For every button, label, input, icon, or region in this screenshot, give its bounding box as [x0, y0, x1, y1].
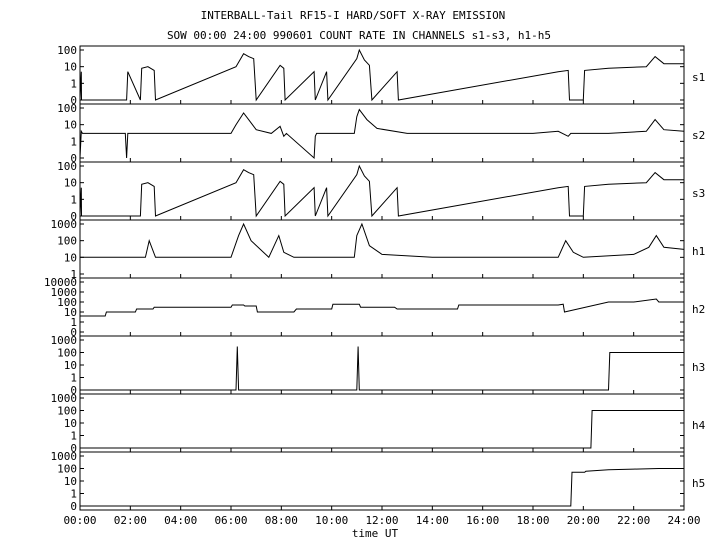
y-tick-label: 100 — [57, 405, 77, 418]
x-tick-label: 00:00 — [63, 514, 96, 527]
y-tick-label: 1 — [70, 77, 77, 90]
y-tick-label: 10 — [64, 119, 77, 132]
y-tick-label: 10 — [64, 251, 77, 264]
x-tick-label: 22:00 — [617, 514, 650, 527]
x-tick-label: 10:00 — [315, 514, 348, 527]
panel-frame — [79, 335, 685, 395]
y-tick-label: 10 — [64, 359, 77, 372]
series-line-s3 — [79, 164, 684, 218]
panels-group: 0110100s10110100s20110100s31101001000h10… — [44, 44, 706, 527]
series-line-h2 — [80, 298, 684, 317]
channel-label-s3: s3 — [692, 187, 705, 200]
series-line-s1 — [79, 48, 684, 102]
channel-label-h2: h2 — [692, 303, 705, 316]
channel-label-h1: h1 — [692, 245, 705, 258]
y-tick-label: 0 — [70, 210, 77, 223]
y-tick-label: 10 — [64, 417, 77, 430]
chart-subtitle: SOW 00:00 24:00 990601 COUNT RATE IN CHA… — [167, 29, 551, 42]
y-tick-label: 1000 — [51, 450, 78, 463]
y-tick-label: 1000 — [51, 218, 78, 231]
y-tick-label: 100 — [57, 347, 77, 360]
panel-s3: 0 1 10 100 s3 — [57, 160, 705, 223]
y-tick-label: 0 — [70, 500, 77, 513]
series-line-h3 — [80, 346, 684, 391]
chart-title: INTERBALL-Tail RF15-I HARD/SOFT X-RAY EM… — [201, 9, 506, 22]
x-tick-label: 08:00 — [265, 514, 298, 527]
x-axis-label: time UT — [352, 527, 399, 540]
y-tick-label: 0 — [70, 326, 77, 339]
y-tick-label: 1000 — [51, 392, 78, 405]
y-tick-label: 100 — [57, 44, 77, 57]
panel-s1: 0 1 10 100 s1 — [57, 44, 705, 107]
panel-frame — [79, 451, 685, 511]
y-tick-label: 10 — [64, 306, 77, 319]
y-tick-label: 10 — [64, 177, 77, 190]
x-tick-label: 18:00 — [516, 514, 549, 527]
y-tick-label: 100 — [57, 235, 77, 248]
y-tick-label: 1 — [70, 430, 77, 443]
y-tick-label: 100 — [57, 296, 77, 309]
y-tick-label: 1 — [70, 268, 77, 281]
channel-label-s2: s2 — [692, 129, 705, 142]
y-tick-label: 0 — [70, 442, 77, 455]
y-tick-label: 0 — [70, 94, 77, 107]
series-line-h5 — [80, 468, 684, 507]
y-tick-label: 10 — [64, 475, 77, 488]
panel-s2: 0 1 10 100 s2 — [57, 102, 705, 165]
y-tick-label: 100 — [57, 463, 77, 476]
panel-h1: 1 10 100 1000 h1 — [51, 218, 706, 281]
channel-label-s1: s1 — [692, 71, 705, 84]
panel-frame — [79, 161, 685, 221]
y-tick-label: 10000 — [44, 276, 77, 289]
x-tick-label: 06:00 — [214, 514, 247, 527]
x-tick-label: 02:00 — [114, 514, 147, 527]
x-tick-label: 20:00 — [567, 514, 600, 527]
channel-label-h3: h3 — [692, 361, 705, 374]
y-tick-label: 100 — [57, 160, 77, 173]
x-tick-label: 16:00 — [466, 514, 499, 527]
y-tick-label: 0 — [70, 384, 77, 397]
y-tick-label: 1000 — [51, 334, 78, 347]
x-tick-label: 12:00 — [365, 514, 398, 527]
panel-frame — [79, 219, 685, 279]
channel-label-h4: h4 — [692, 419, 706, 432]
panel-frame — [79, 45, 685, 105]
x-tick-label: 04:00 — [164, 514, 197, 527]
y-tick-label: 10 — [64, 61, 77, 74]
y-tick-label: 1 — [70, 135, 77, 148]
y-tick-label: 1000 — [51, 286, 78, 299]
y-tick-label: 1 — [70, 316, 77, 329]
panel-frame — [79, 393, 685, 453]
series-line-h1 — [80, 222, 685, 259]
channel-label-h5: h5 — [692, 477, 705, 490]
y-tick-label: 0 — [70, 152, 77, 165]
series-line-h4 — [80, 410, 684, 449]
series-line-s2 — [79, 108, 685, 160]
y-tick-label: 1 — [70, 193, 77, 206]
y-tick-label: 100 — [57, 102, 77, 115]
y-tick-label: 1 — [70, 488, 77, 501]
x-tick-label: 14:00 — [416, 514, 449, 527]
x-tick-label: 24:00 — [667, 514, 700, 527]
y-tick-label: 1 — [70, 372, 77, 385]
